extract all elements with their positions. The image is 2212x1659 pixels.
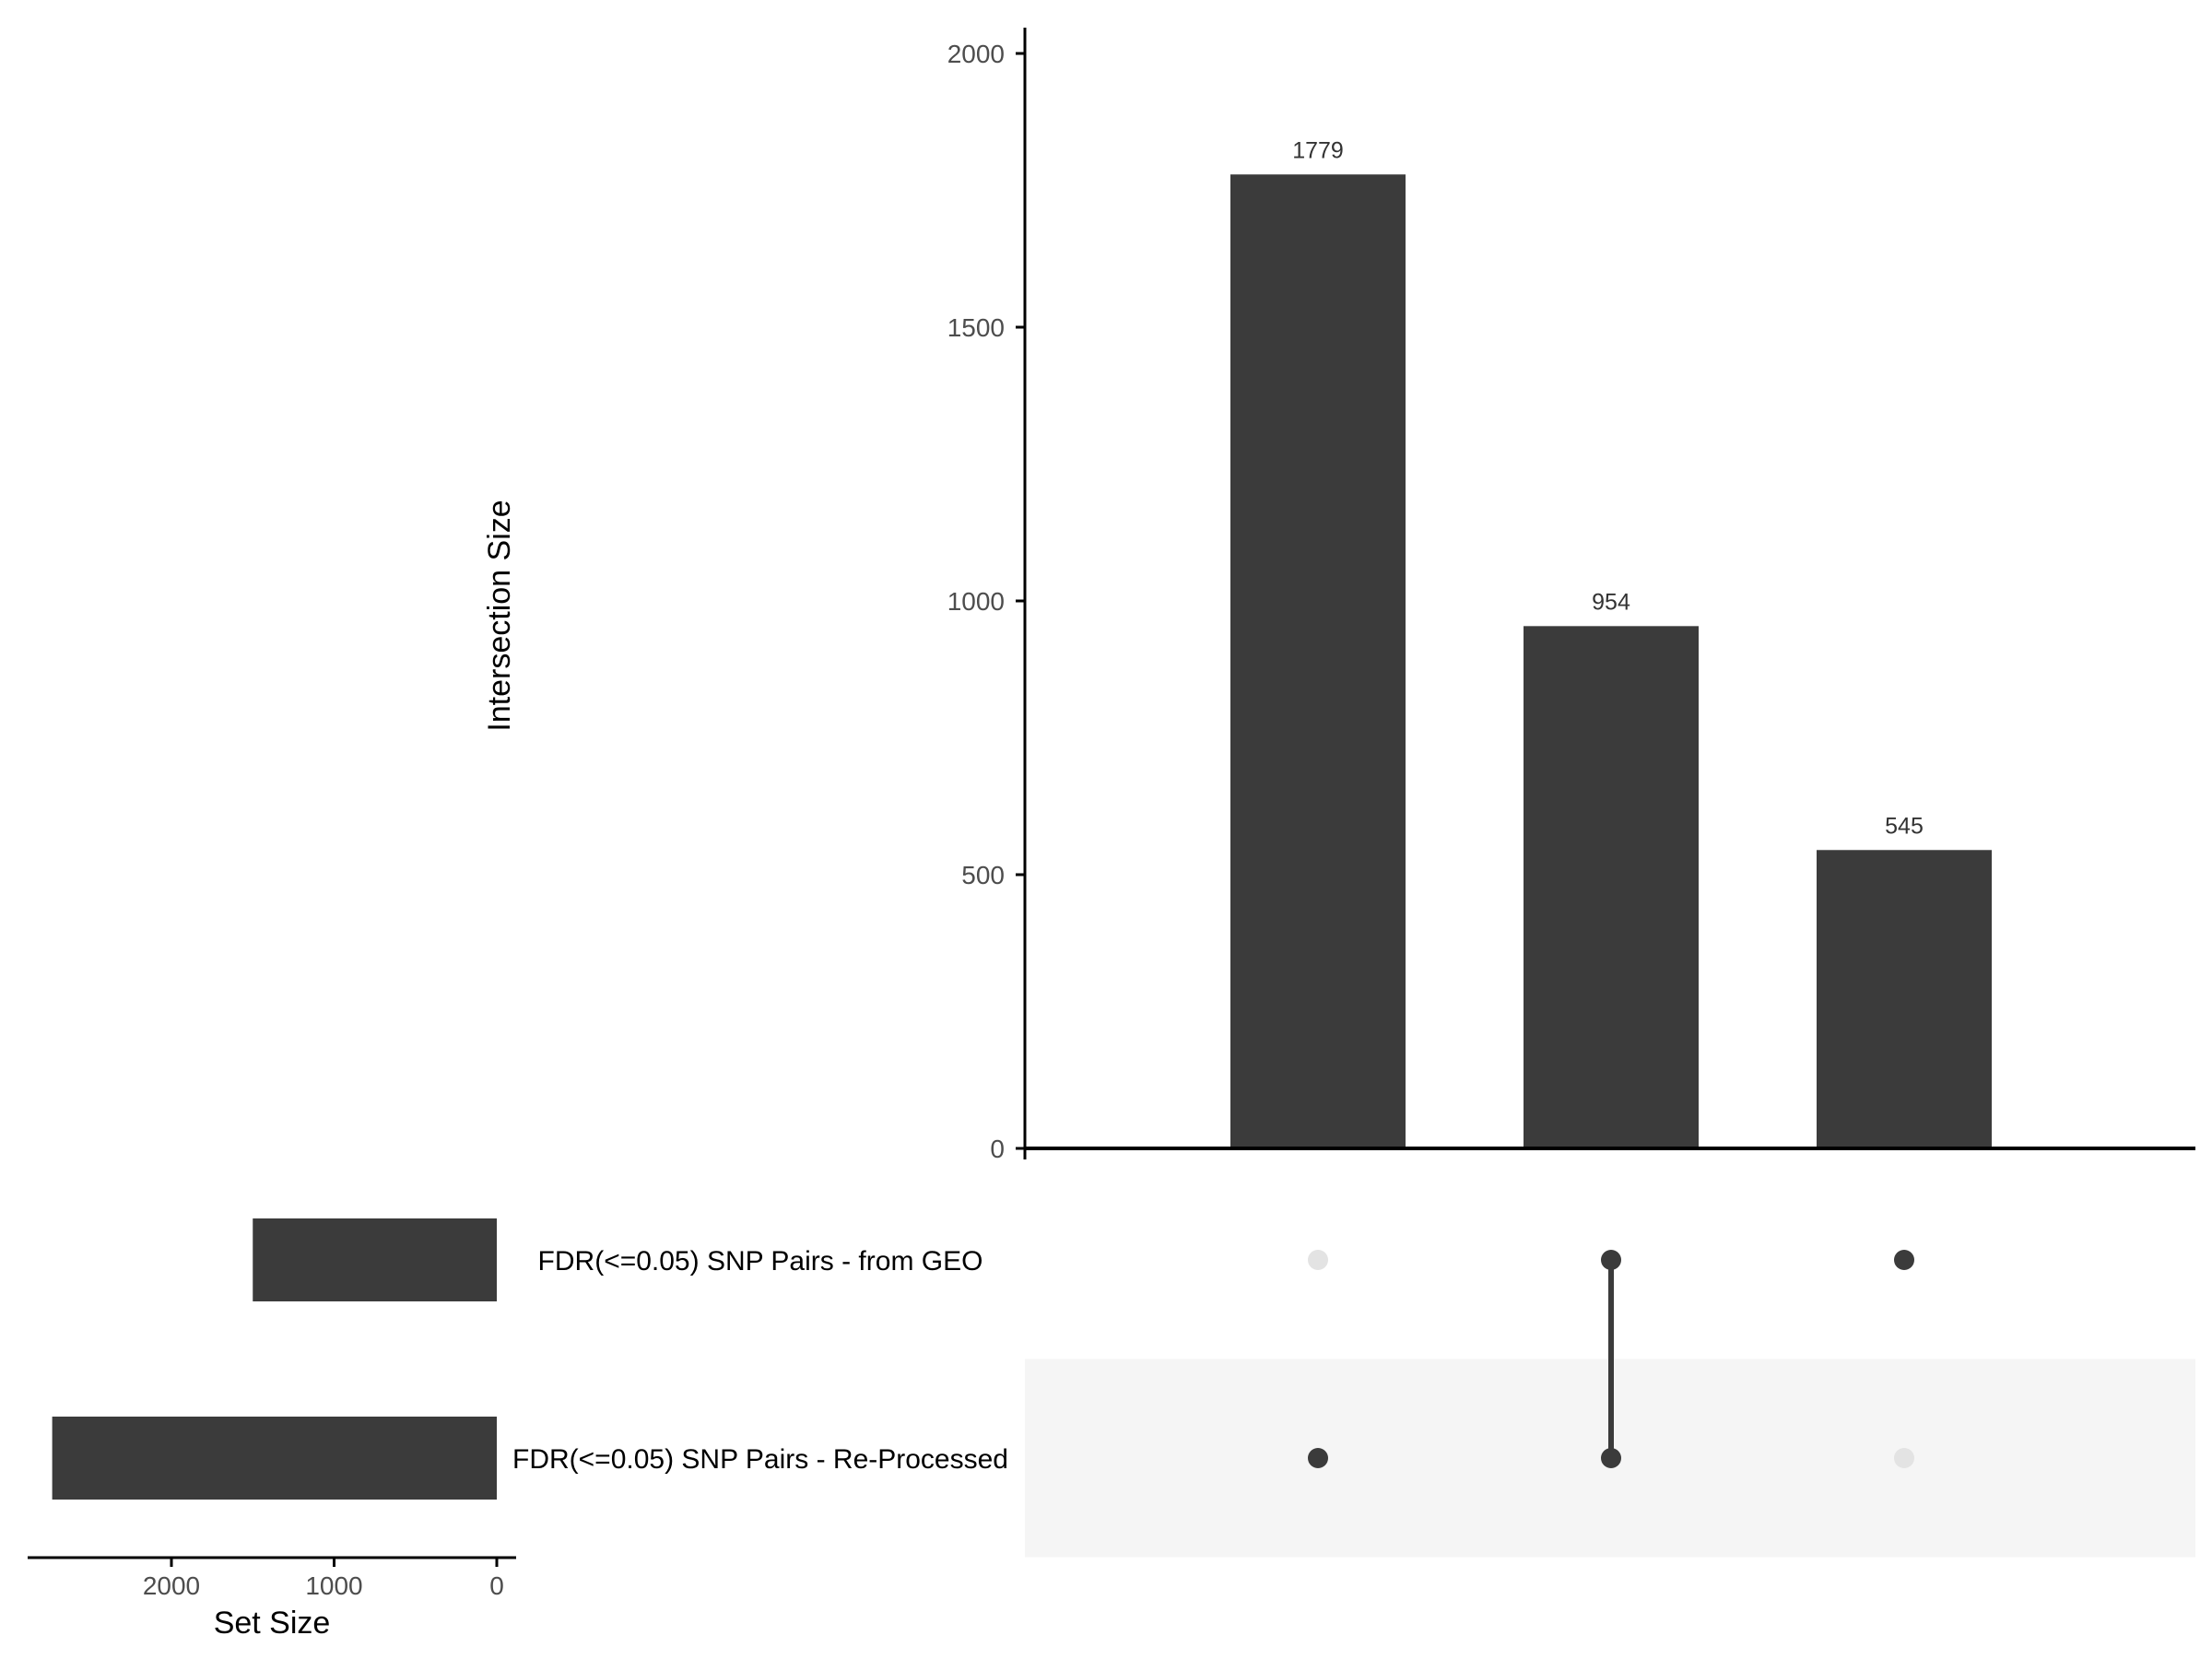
matrix-dot-active <box>1308 1448 1328 1468</box>
intersection-size-axis: 0 500 1000 1500 2000 <box>947 28 2195 1163</box>
intersection-bar <box>1230 174 1406 1148</box>
intersection-bar <box>1817 850 1992 1148</box>
set-size-axis-title: Set Size <box>214 1606 331 1641</box>
set-size-axis-tick-label: 2000 <box>143 1571 200 1600</box>
matrix-dot-inactive <box>1308 1250 1328 1270</box>
intersection-size-bars <box>1230 174 1992 1148</box>
set-size-axis-tick-label: 1000 <box>305 1571 362 1600</box>
set-labels: FDR(<=0.05) SNP Pairs - from GEO FDR(<=0.… <box>512 1246 1008 1475</box>
intersection-axis-tick-label: 1500 <box>947 313 1005 342</box>
set-size-bar <box>52 1417 498 1500</box>
intersection-axis-tick-label: 500 <box>961 861 1005 889</box>
set-label: FDR(<=0.05) SNP Pairs - from GEO <box>538 1246 983 1277</box>
intersection-value-labels: 1779 954 545 <box>1292 137 1924 839</box>
set-label: FDR(<=0.05) SNP Pairs - Re-Processed <box>512 1444 1008 1475</box>
set-size-bars <box>52 1218 498 1500</box>
matrix-dot-active <box>1601 1250 1621 1270</box>
set-size-bar <box>253 1218 497 1301</box>
intersection-bar <box>1524 626 1699 1148</box>
set-size-axis-tick-label: 0 <box>489 1571 504 1600</box>
intersection-bar-label: 545 <box>1885 813 1924 839</box>
matrix-dot-active <box>1601 1448 1621 1468</box>
matrix-dot-inactive <box>1894 1448 1914 1468</box>
intersection-size-axis-title: Intersection Size <box>482 500 517 731</box>
intersection-axis-tick-label: 2000 <box>947 40 1005 68</box>
intersection-matrix <box>1308 1250 1914 1468</box>
set-size-axis: 2000 1000 0 <box>28 1556 516 1600</box>
intersection-axis-tick-label: 0 <box>990 1135 1005 1163</box>
intersection-bar-label: 954 <box>1592 589 1630 615</box>
intersection-axis-tick-label: 1000 <box>947 587 1005 616</box>
intersection-bar-label: 1779 <box>1292 137 1344 163</box>
matrix-dot-active <box>1894 1250 1914 1270</box>
